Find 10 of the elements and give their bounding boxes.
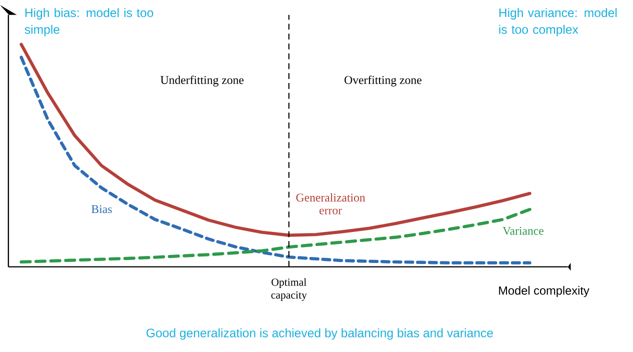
text: Good generalization is achieved by balancing bias and variance: [146, 328, 493, 340]
annotation: Overfitting zone: [344, 76, 422, 87]
series-label: Generalization error: [296, 193, 366, 214]
text: High bias: model is too simple: [24, 8, 154, 36]
x-axis-title: Model complexity: [499, 286, 590, 298]
series-label: Variance: [502, 226, 544, 235]
text: Optimal capacity: [271, 278, 307, 301]
text: High variance: model is too complex: [499, 8, 617, 36]
annotation: Underfitting zone: [160, 76, 244, 87]
series-label: Bias: [92, 205, 112, 214]
